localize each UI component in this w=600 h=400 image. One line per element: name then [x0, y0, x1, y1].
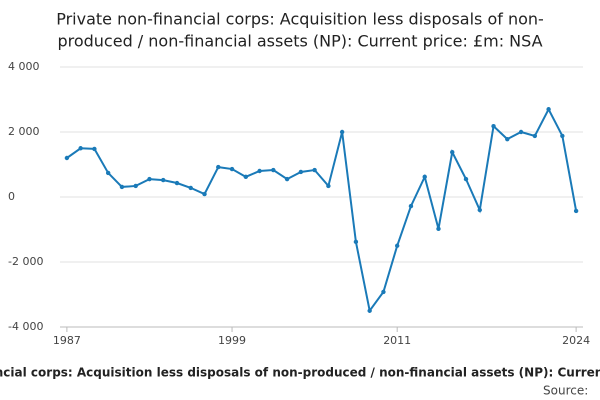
series-line	[66, 107, 578, 314]
point	[92, 146, 97, 152]
point	[147, 176, 152, 182]
point	[174, 180, 180, 186]
point	[326, 183, 331, 189]
x-tick-label: 1999	[218, 334, 246, 347]
point	[450, 149, 455, 155]
y-tick-label: 4 000	[8, 60, 40, 73]
point	[505, 136, 510, 142]
point	[216, 164, 221, 170]
point	[394, 243, 400, 248]
chart-title: produced / non-financial assets (NP): Cu…	[57, 32, 542, 51]
point	[532, 133, 538, 139]
point	[257, 168, 262, 174]
point	[477, 207, 482, 213]
y-tick-label: 2 000	[8, 125, 40, 138]
point	[312, 167, 317, 173]
point	[64, 155, 70, 161]
point	[573, 208, 579, 214]
point	[436, 226, 441, 232]
point	[119, 184, 125, 190]
point	[161, 177, 166, 183]
x-tick-label: 1987	[53, 334, 81, 347]
point	[546, 107, 551, 112]
point	[298, 169, 304, 175]
point	[243, 174, 249, 180]
point	[188, 185, 193, 191]
point	[353, 239, 359, 245]
source: Source:	[543, 384, 588, 398]
chart-title: Private non-financial corps: Acquisition…	[56, 10, 544, 29]
point	[408, 203, 414, 209]
point	[381, 289, 386, 295]
x-tick-label: 2011	[383, 334, 411, 347]
point	[105, 170, 111, 176]
point	[271, 167, 276, 173]
y-tick-label: -2 000	[8, 255, 43, 268]
point	[133, 183, 138, 189]
point	[422, 174, 427, 180]
y-tick-label: -4 000	[8, 320, 43, 333]
point	[491, 123, 496, 129]
point	[560, 133, 565, 139]
point	[339, 129, 345, 135]
legend-label: Private non-financial corps: Acquisition…	[0, 366, 600, 380]
point	[518, 129, 524, 135]
point	[229, 166, 235, 172]
point	[367, 308, 372, 313]
point	[284, 176, 290, 182]
point	[463, 176, 469, 182]
point	[78, 146, 83, 151]
y-tick-label: 0	[8, 190, 15, 203]
point	[202, 191, 207, 197]
x-tick-label: 2024	[562, 334, 590, 347]
